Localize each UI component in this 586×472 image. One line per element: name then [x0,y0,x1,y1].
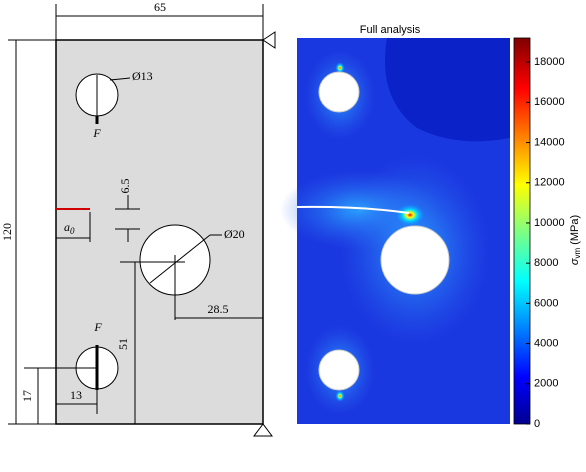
dim-label: a0 [64,220,75,236]
dim-label: 6.5 [118,179,132,194]
dim-label: Ø13 [132,69,153,83]
dim-label: 13 [70,388,82,402]
colorbar-tick-label: 4000 [534,337,558,349]
colorbar-label: σvm (MPa) [569,215,582,265]
colorbar-tick-label: 6000 [534,297,558,309]
support [253,31,276,437]
dim-label: 120 [0,223,14,241]
colorbar-tick-label: 12000 [534,177,565,189]
colorbar-tick-label: 8000 [534,257,558,269]
colorbar-tick-label: 16000 [534,96,565,108]
colorbar-tick-label: 2000 [534,378,558,390]
dim-label: 65 [154,0,166,14]
load-label: F [92,126,101,140]
dim-label: 28.5 [208,302,229,316]
dim-label: Ø20 [224,227,245,241]
colorbar-tick-label: 14000 [534,136,565,148]
dim-label: 51 [116,338,130,350]
plate-diagram: 65 120 Ø13 F 6.5 a0 Ø20 28.5 51 F 17 13 [0,0,276,437]
contour-plot: Full analysis 0 2000 4000 6000 8000 10000 1200… [280,24,582,430]
colorbar [513,37,531,425]
load-label: F [93,320,102,334]
colorbar-tick-label: 0 [534,418,540,430]
crack [296,205,410,214]
colorbar-tick-label: 18000 [534,56,565,68]
plot-title: Full analysis [360,24,421,36]
dim-label: 17 [20,390,34,402]
dimension-lines [8,4,264,425]
colorbar-tick-label: 10000 [534,217,565,229]
